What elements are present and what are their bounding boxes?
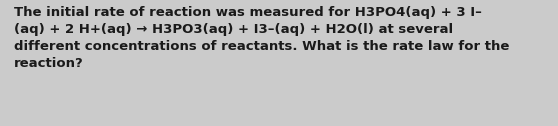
Text: The initial rate of reaction was measured for H3PO4(aq) + 3 I–
(aq) + 2 H+(aq) →: The initial rate of reaction was measure… (14, 6, 509, 70)
